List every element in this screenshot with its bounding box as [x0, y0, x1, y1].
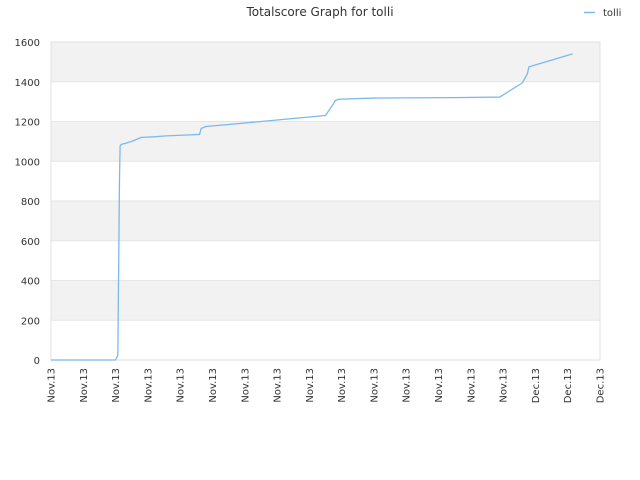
x-tick-label: Nov.13: [240, 368, 251, 403]
plot-band: [51, 320, 600, 360]
y-tick-label: 1600: [15, 38, 40, 49]
plot-band: [51, 42, 600, 82]
x-tick-label: Nov.13: [369, 368, 380, 403]
y-tick-label: 600: [21, 237, 40, 248]
x-tick-label: Dec.13: [563, 368, 574, 403]
y-tick-label: 1200: [15, 118, 40, 129]
x-tick-label: Nov.13: [434, 368, 445, 403]
series-line-tolli: [51, 53, 573, 361]
x-tick-label: Nov.13: [208, 368, 219, 403]
x-tick-label: Dec.13: [596, 368, 607, 403]
y-tick-label: 800: [21, 197, 40, 208]
plot-band: [51, 161, 600, 201]
x-tick-label: Nov.13: [111, 368, 122, 403]
x-tick-label: Nov.13: [176, 368, 187, 403]
legend: tolli: [584, 8, 621, 19]
plot-band: [51, 201, 600, 241]
y-tick-label: 1400: [15, 78, 40, 89]
y-tick-label: 1000: [15, 157, 40, 168]
x-tick-label: Nov.13: [47, 368, 58, 403]
y-tick-label: 0: [34, 356, 40, 367]
chart-title: Totalscore Graph for tolli: [245, 5, 393, 19]
plot-band: [51, 280, 600, 321]
plot-border: [50, 41, 601, 361]
legend-label: tolli: [603, 8, 621, 19]
y-tick-label: 200: [21, 316, 40, 327]
plot-band: [51, 121, 600, 162]
x-tick-label: Nov.13: [466, 368, 477, 403]
x-tick-label: Nov.13: [337, 368, 348, 403]
plot-band: [51, 240, 600, 281]
x-tick-label: Nov.13: [79, 368, 90, 403]
x-tick-label: Nov.13: [273, 368, 284, 403]
x-tick-label: Nov.13: [143, 368, 154, 403]
x-tick-label: Dec.13: [531, 368, 542, 403]
x-tick-label: Nov.13: [402, 368, 413, 403]
x-tick-label: Nov.13: [305, 368, 316, 403]
x-tick-label: Nov.13: [499, 368, 510, 403]
y-tick-label: 400: [21, 277, 40, 288]
